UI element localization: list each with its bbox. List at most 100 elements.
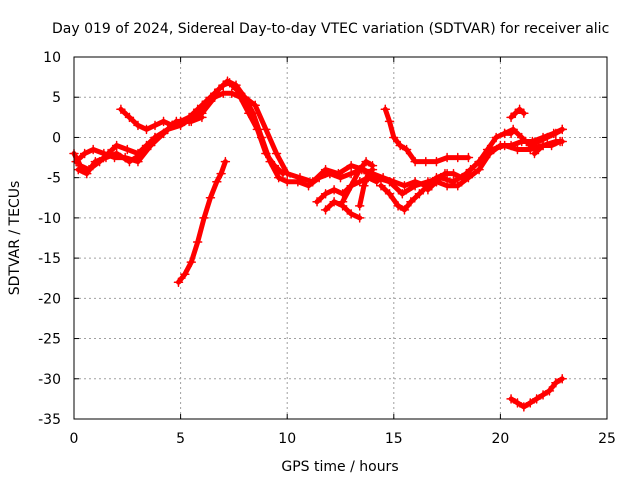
data-point-marker (519, 402, 529, 412)
data-point-marker (329, 197, 339, 207)
data-point-marker (546, 140, 557, 151)
data-point-marker (376, 180, 386, 191)
data-point-marker (491, 132, 501, 143)
data-point-marker (465, 164, 476, 175)
series-track-15 (173, 156, 231, 287)
y-tick-label: -20 (38, 291, 61, 307)
data-point-marker (133, 156, 143, 167)
data-point-marker (401, 144, 412, 155)
series-track-14 (529, 136, 565, 159)
y-tick-label: -35 (38, 412, 61, 428)
series-track-12 (506, 104, 529, 123)
data-point-marker (512, 398, 523, 408)
data-point-marker (227, 88, 237, 98)
data-point-marker (180, 269, 190, 279)
data-point-marker (499, 128, 510, 139)
x-tick-label: 25 (598, 431, 616, 447)
data-point-marker (261, 148, 271, 159)
data-point-marker (506, 112, 516, 123)
x-tick-label: 15 (385, 431, 403, 447)
data-point-marker (271, 148, 282, 159)
data-point-marker (214, 84, 224, 94)
data-point-marker (516, 132, 527, 143)
data-point-marker (544, 386, 555, 396)
data-point-marker (282, 176, 292, 187)
x-tick-label: 5 (176, 431, 185, 447)
data-point-marker (205, 193, 216, 203)
data-point-marker (333, 168, 344, 179)
data-point-marker (354, 176, 365, 187)
data-point-marker (346, 209, 356, 219)
data-point-marker (423, 184, 433, 195)
data-point-marker (442, 152, 452, 163)
data-point-marker (414, 189, 425, 199)
y-tick-label: 10 (43, 50, 61, 66)
y-tick-label: -5 (47, 171, 61, 187)
data-point-marker (442, 180, 452, 191)
data-point-marker (354, 213, 365, 223)
series-line (357, 167, 375, 209)
data-point-marker (359, 180, 369, 191)
x-tick-labels: 0 5 10 15 20 25 (70, 431, 616, 447)
data-point-marker (150, 120, 160, 131)
data-point-marker (525, 140, 535, 151)
data-point-marker (261, 124, 271, 135)
data-point-marker (244, 108, 254, 119)
data-point-marker (218, 88, 228, 98)
data-point-marker (158, 128, 169, 139)
data-point-marker (175, 116, 186, 127)
data-point-marker (269, 160, 280, 171)
y-tick-label: -10 (38, 211, 61, 227)
data-point-marker (278, 168, 288, 179)
series-line (508, 106, 527, 120)
data-point-marker (346, 168, 356, 179)
axis-ticks (73, 56, 608, 420)
data-point-marker (186, 257, 197, 267)
data-point-marker (209, 92, 220, 102)
data-point-marker (529, 148, 540, 159)
data-point-marker (337, 197, 348, 207)
data-point-marker (482, 144, 493, 155)
y-tick-label: -25 (38, 332, 61, 348)
data-point-marker (167, 120, 177, 131)
data-point-marker (71, 156, 81, 167)
data-point-marker (346, 160, 356, 171)
data-point-marker (557, 374, 567, 384)
x-tick-label: 10 (278, 431, 296, 447)
data-point-marker (192, 237, 203, 247)
data-point-marker (421, 156, 431, 167)
data-point-marker (197, 112, 207, 123)
y-tick-labels: 10 5 0 -5 -10 -15 -20 -25 -30 -35 (38, 50, 61, 428)
data-point-marker (82, 168, 92, 179)
data-point-marker (399, 180, 410, 191)
data-point-marker (273, 172, 284, 183)
data-point-marker (551, 128, 561, 139)
data-point-marker (158, 116, 169, 127)
data-point-marker (222, 76, 233, 86)
data-point-marker (538, 140, 548, 151)
data-point-marker (73, 164, 84, 175)
data-point-marker (510, 108, 521, 119)
data-point-marker (88, 144, 98, 155)
data-point-marker (216, 168, 226, 179)
data-point-marker (542, 132, 553, 143)
data-point-marker (519, 108, 529, 119)
data-point-marker (380, 104, 391, 115)
chart-title: Day 019 of 2024, Sidereal Day-to-day VTE… (52, 21, 609, 37)
data-point-marker (384, 116, 395, 127)
data-point-marker (431, 156, 442, 167)
y-tick-label: 5 (52, 90, 61, 106)
data-point-marker (371, 176, 382, 187)
data-point-marker (79, 148, 90, 159)
data-point-marker (235, 92, 246, 102)
y-tick-label: -15 (38, 251, 61, 267)
data-point-marker (141, 124, 152, 135)
x-axis-label: GPS time / hours (281, 459, 398, 475)
data-point-marker (295, 172, 305, 183)
data-point-marker (531, 394, 542, 404)
data-point-marker (448, 176, 459, 187)
data-point-marker (474, 156, 484, 167)
series-track-11 (423, 128, 516, 195)
